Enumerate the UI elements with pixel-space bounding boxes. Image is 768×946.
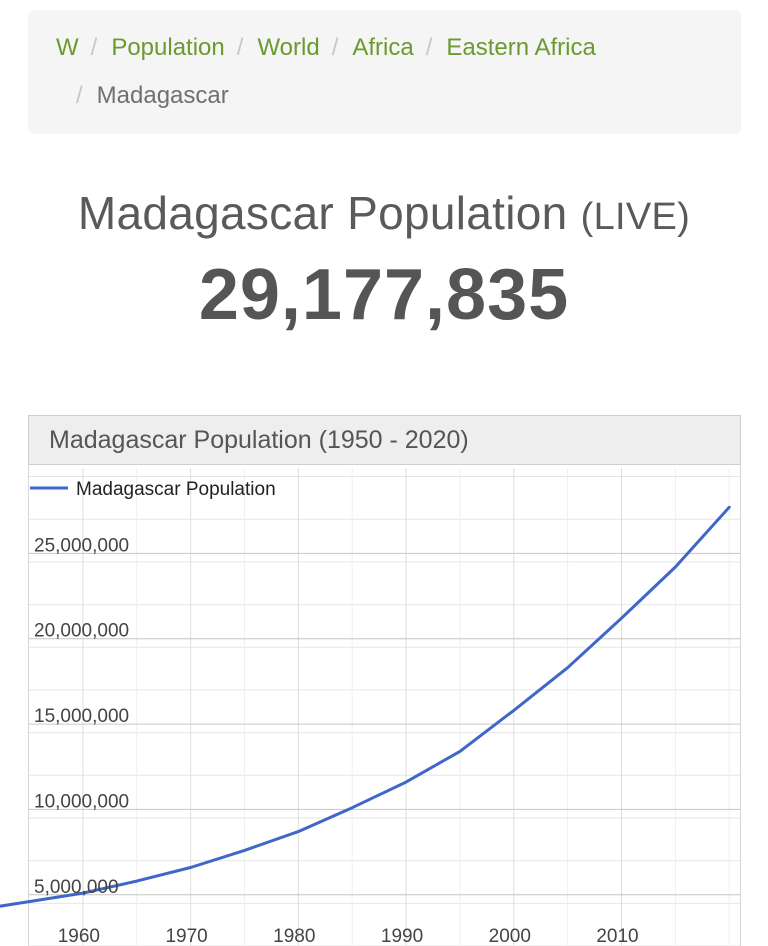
page-title-text: Madagascar Population xyxy=(77,187,568,239)
x-tick-label: 2000 xyxy=(489,926,531,946)
x-tick-label: 1990 xyxy=(381,926,423,946)
breadcrumb-separator: / xyxy=(90,34,98,61)
chart-legend[interactable]: Madagascar Population xyxy=(30,479,276,500)
y-tick-label: 10,000,000 xyxy=(34,791,129,812)
series-line-0 xyxy=(0,505,731,908)
chart-labels: 5,000,000 10,000,000 15,000,000 20,000,000 2… xyxy=(34,535,639,946)
live-tag: (LIVE) xyxy=(580,196,691,238)
chart-panel xyxy=(28,415,741,946)
breadcrumb-separator: / xyxy=(236,34,244,61)
page-title: Madagascar Population (LIVE) xyxy=(0,186,768,240)
x-tick-label: 1980 xyxy=(273,926,315,946)
chart-series-layer xyxy=(0,505,731,908)
breadcrumb-row: W / Population / World / Africa / Eastern Africa xyxy=(56,34,596,62)
x-tick-label: 1970 xyxy=(165,926,207,946)
breadcrumb-link-world[interactable]: World xyxy=(257,34,320,61)
legend-label[interactable]: Madagascar Population xyxy=(76,479,276,500)
chart-header: Madagascar Population (1950 - 2020) xyxy=(28,415,741,465)
breadcrumb-separator: / xyxy=(331,34,339,61)
breadcrumb-current: Madagascar xyxy=(96,82,229,109)
y-tick-label: 15,000,000 xyxy=(34,706,129,727)
breadcrumb-separator: / xyxy=(76,82,83,109)
chart-title: Madagascar Population (1950 - 2020) xyxy=(49,426,469,454)
y-tick-label: 20,000,000 xyxy=(34,621,129,642)
chart-grid xyxy=(29,468,740,946)
population-counter: 29,177,835 xyxy=(198,255,570,335)
breadcrumb: W / Population / World / Africa / Eastern Africa… xyxy=(28,10,741,134)
y-tick-label: 5,000,000 xyxy=(34,877,119,898)
breadcrumb-row: / Madagascar xyxy=(64,82,229,110)
breadcrumb-link-population[interactable]: Population xyxy=(111,34,225,61)
breadcrumb-link-africa[interactable]: Africa xyxy=(352,34,414,61)
breadcrumb-link-eastern-africa[interactable]: Eastern Africa xyxy=(446,34,596,61)
x-tick-label: 1960 xyxy=(58,926,100,946)
y-tick-label: 25,000,000 xyxy=(34,535,129,556)
breadcrumb-separator: / xyxy=(425,34,433,61)
x-tick-label: 2010 xyxy=(596,926,638,946)
breadcrumb-link-home[interactable]: W xyxy=(56,34,79,61)
